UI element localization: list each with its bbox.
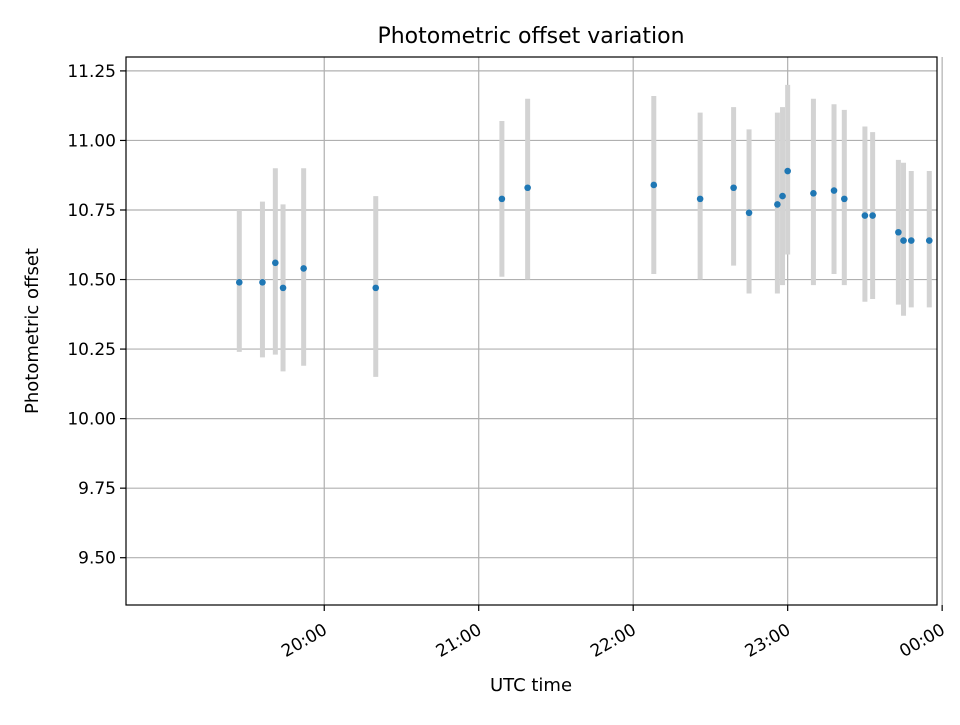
data-point [869, 212, 876, 219]
data-point [900, 237, 907, 244]
data-point [895, 228, 902, 236]
y-tick-label: 10.75 [67, 201, 116, 221]
y-tick-label: 10.50 [67, 271, 116, 291]
data-point [300, 265, 307, 272]
x-tick-label: 23:00 [742, 620, 794, 662]
data-point [841, 195, 848, 203]
y-tick-label: 10.25 [67, 340, 116, 360]
data-point [498, 195, 506, 203]
data-point [784, 167, 791, 175]
data-point [730, 184, 737, 192]
data-point [650, 181, 658, 189]
y-tick-label: 10.00 [67, 410, 116, 430]
y-tick-label: 11.25 [67, 62, 116, 82]
y-tick-label: 11.00 [67, 131, 116, 151]
data-point [810, 190, 817, 197]
data-point [259, 279, 266, 286]
y-axis-ticks: 9.50 9.75 10.00 10.25 10.50 10.75 11.00 11.25 [67, 62, 126, 569]
data-point [524, 184, 531, 192]
x-tick-label: 21:00 [433, 620, 485, 662]
data-points [235, 167, 933, 292]
data-point [774, 201, 781, 208]
data-point [779, 192, 786, 200]
data-point [830, 187, 838, 194]
data-point [745, 209, 753, 217]
data-point [907, 237, 915, 244]
x-tick-label: 20:00 [278, 620, 330, 662]
y-tick-label: 9.75 [78, 479, 116, 499]
x-tick-label: 00:00 [896, 620, 948, 662]
data-point [235, 279, 243, 286]
y-axis-label: Photometric offset [22, 248, 43, 414]
error-bars [236, 84, 932, 377]
data-point [272, 259, 279, 267]
data-point [279, 284, 287, 292]
data-point [372, 284, 380, 292]
chart-title: Photometric offset variation [377, 24, 684, 49]
x-tick-label: 22:00 [587, 620, 639, 662]
plot-frame [125, 56, 938, 606]
data-point [925, 237, 933, 244]
data-point [696, 195, 704, 203]
y-tick-label: 9.50 [78, 549, 116, 569]
data-point [861, 212, 869, 219]
x-axis-label: UTC time [490, 675, 572, 696]
